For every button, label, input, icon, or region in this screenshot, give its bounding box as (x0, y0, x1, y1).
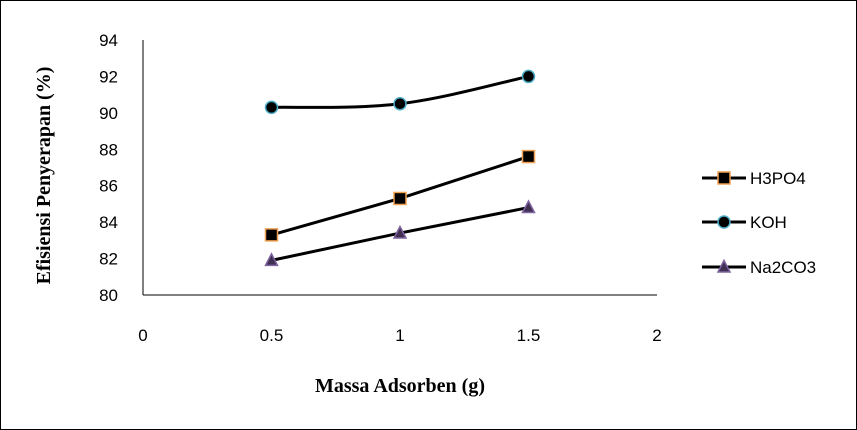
legend-marker (716, 258, 732, 273)
legend-item: Na2CO3 (702, 258, 816, 277)
y-tick-label: 84 (99, 213, 118, 232)
series-na2co3 (264, 199, 536, 267)
axes (142, 40, 657, 296)
x-tick-label: 0 (138, 326, 147, 345)
y-tick-label: 92 (99, 67, 118, 86)
series-h3po4 (264, 149, 536, 242)
data-point (393, 191, 407, 206)
series-koh (264, 69, 536, 115)
data-point (521, 199, 536, 214)
data-point (264, 252, 279, 267)
y-tick-label: 86 (99, 177, 118, 196)
x-axis-title: Massa Adsorben (g) (315, 375, 485, 397)
legend-label: KOH (750, 213, 787, 232)
series-layer (264, 69, 536, 267)
y-tick-label: 88 (99, 140, 118, 159)
y-tick-label: 82 (99, 250, 118, 269)
data-point (393, 97, 407, 111)
data-point (521, 69, 536, 84)
y-tick-label: 94 (99, 31, 118, 50)
data-point (392, 224, 408, 239)
legend-label: Na2CO3 (750, 258, 816, 277)
legend-marker (717, 215, 731, 229)
legend-item: H3PO4 (702, 169, 806, 188)
y-axis-title: Efisiensi Penyerapan (%) (33, 67, 55, 285)
y-tick-label: 80 (99, 286, 118, 305)
data-point (264, 228, 279, 242)
x-tick-label: 0.5 (260, 326, 284, 345)
data-point (264, 100, 279, 115)
legend-marker (717, 171, 731, 185)
x-tick-label: 2 (652, 326, 661, 345)
y-tick-label: 90 (99, 104, 118, 123)
x-tick-labels: 0 0.5 1 1.5 2 (138, 326, 661, 345)
legend: H3PO4 KOH Na2CO3 (702, 169, 816, 277)
x-tick-label: 1 (395, 326, 404, 345)
x-tick-label: 1.5 (517, 326, 541, 345)
y-tick-labels: 80 82 84 86 88 90 92 94 (99, 31, 118, 305)
data-point (521, 149, 536, 164)
legend-item: KOH (702, 213, 787, 232)
legend-label: H3PO4 (750, 169, 806, 188)
